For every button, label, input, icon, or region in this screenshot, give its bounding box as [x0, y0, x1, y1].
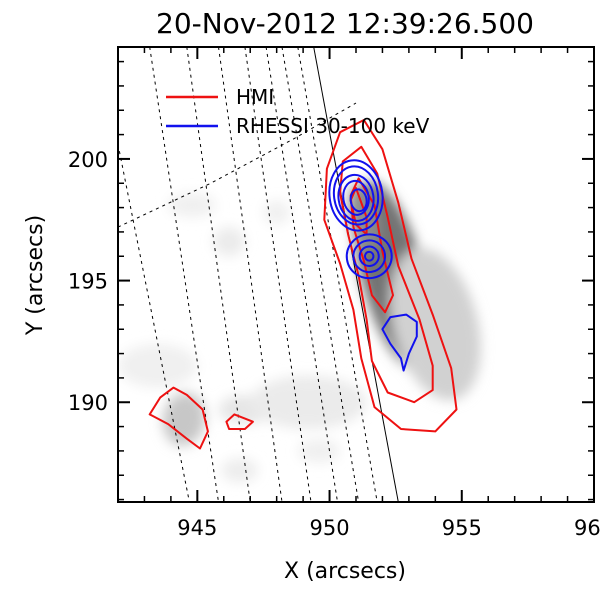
x-tick-label: 950 — [310, 516, 350, 540]
y-axis-label: Y (arcsecs) — [23, 215, 48, 336]
rhessi-contour — [358, 245, 380, 267]
x-tick-label: 960 — [574, 516, 600, 540]
x-tick-label: 945 — [177, 516, 217, 540]
hmi-contour — [148, 386, 209, 450]
chart-title: 20-Nov-2012 12:39:26.500 — [156, 7, 534, 40]
hmi-contour — [225, 413, 254, 430]
rhessi-contour — [352, 239, 387, 274]
legend-rhessi-label: RHESSI 30-100 keV — [236, 114, 430, 138]
legend: HMI RHESSI 30-100 keV — [166, 85, 430, 138]
y-tick-label: 200 — [68, 148, 108, 172]
image-blob — [213, 227, 245, 257]
image-blob — [263, 200, 290, 225]
grid-line — [118, 144, 190, 502]
legend-hmi-label: HMI — [236, 85, 274, 109]
rhessi-contour — [337, 173, 375, 222]
grid-line — [118, 102, 357, 228]
y-tick-label: 195 — [68, 270, 108, 294]
rhessi-contour — [381, 313, 418, 372]
hmi-contour — [323, 119, 458, 433]
rhessi-contour — [342, 179, 370, 216]
axes: 945 950 955 960 190 195 200 — [68, 47, 600, 540]
image-blob — [221, 458, 259, 483]
hmi-contour — [349, 177, 394, 314]
x-tick-label: 955 — [442, 516, 482, 540]
rhessi-contour — [345, 233, 393, 280]
rhessi-contour — [332, 165, 380, 226]
x-axis-label: X (arcsecs) — [284, 559, 406, 584]
rhessi-contour — [349, 188, 368, 213]
image-blob — [297, 438, 341, 464]
contours — [148, 119, 458, 450]
image-blob — [118, 343, 198, 388]
rhessi-contour — [328, 159, 384, 232]
rhessi-contour — [363, 250, 375, 262]
y-tick-label: 190 — [68, 391, 108, 415]
image-blob — [168, 192, 216, 218]
image-blob — [162, 392, 206, 446]
image-blob — [250, 375, 367, 430]
